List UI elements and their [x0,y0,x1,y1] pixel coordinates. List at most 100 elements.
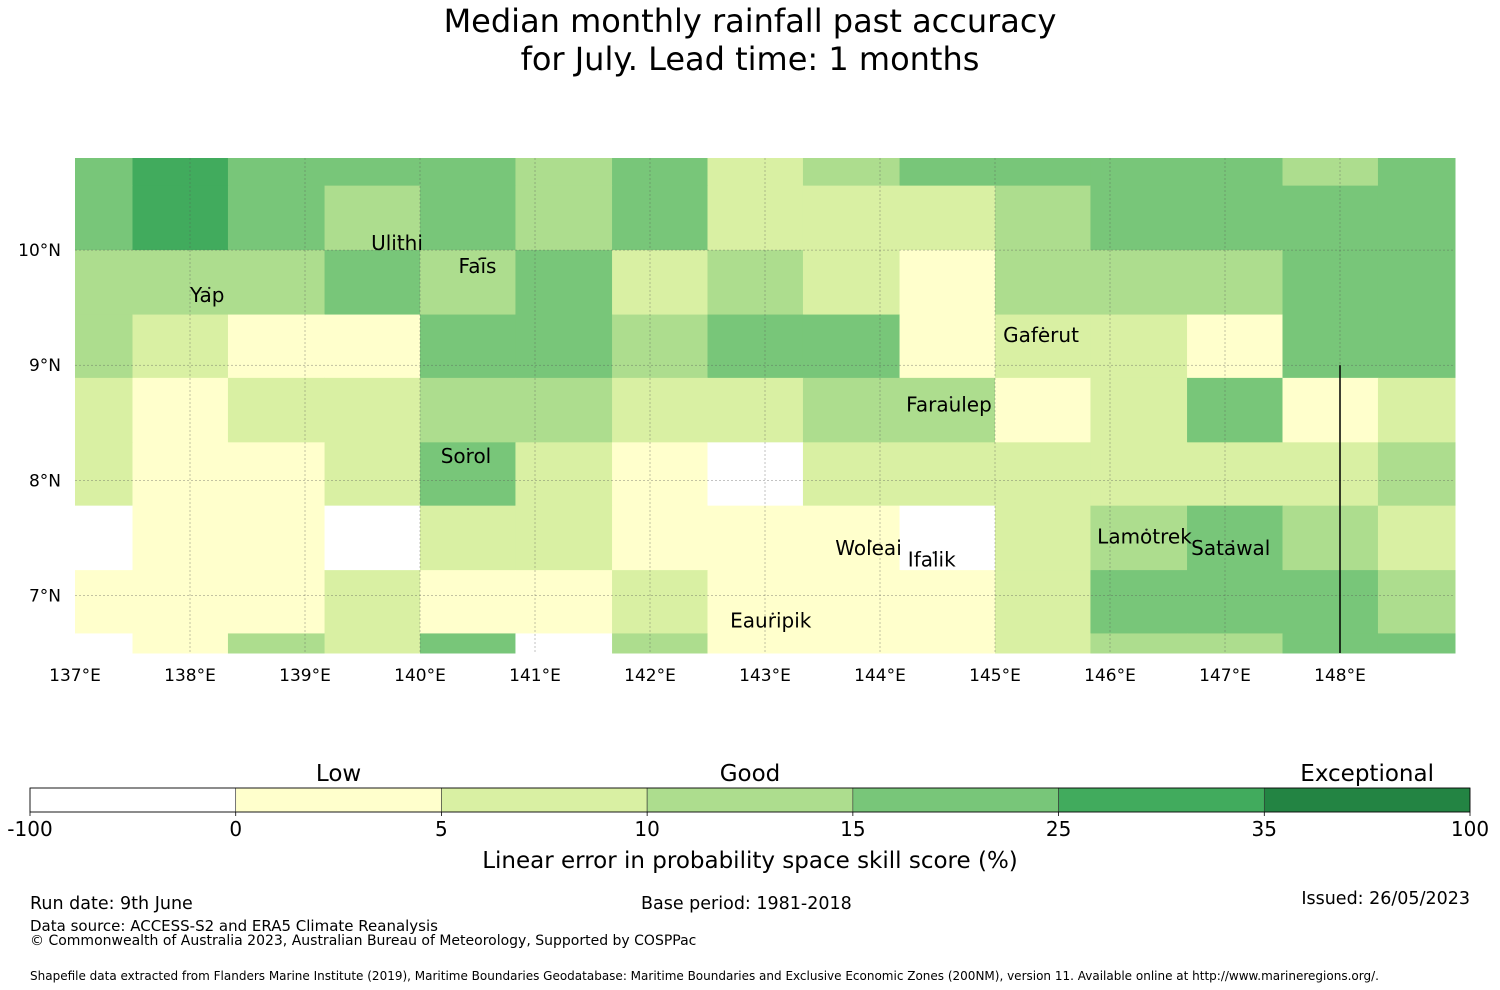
skill-cell [515,158,613,187]
skill-cell [1377,185,1456,251]
longitude-tick-label: 139°E [279,666,331,686]
skill-cell [899,250,996,316]
skill-cell [612,250,708,316]
island-marker [1041,326,1045,330]
island-marker [932,551,935,554]
skill-cell [1377,250,1456,316]
colorbar-tick-label: 25 [1046,817,1071,841]
skill-category-label: Good [720,761,781,787]
skill-cell [420,570,516,634]
skill-cell [802,250,901,316]
skill-cell [227,250,326,316]
skill-cell [899,158,996,187]
skill-cell [324,250,421,316]
colorbar-swatch [852,787,1059,813]
skill-cell [420,633,516,654]
skill-cell [132,505,229,571]
colorbar-frame [29,787,1471,813]
skill-cell [420,377,516,443]
skill-cell [1187,570,1283,634]
skill-cell [1090,250,1188,316]
skill-cell [1187,185,1283,251]
skill-cell [227,185,326,251]
skill-cell [1282,250,1379,316]
longitude-tick-label: 144°E [854,666,906,686]
colorbar-axis-label: Linear error in probability space skill … [482,848,1018,874]
skill-cell [707,633,804,654]
skill-cell [707,250,804,316]
longitude-tick-label: 141°E [509,666,561,686]
skill-cell [227,314,326,379]
skill-cell [515,442,613,507]
skill-cell [324,570,421,634]
longitude-tick-label: 138°E [164,666,216,686]
skill-cell [802,442,901,507]
skill-cell [420,505,516,571]
colorbar-swatch [29,787,237,813]
skill-cell [324,505,421,571]
skill-cell [515,633,613,654]
latitude-tick-label: 8°N [29,471,61,491]
skill-cell [1377,570,1456,634]
island-label: Eauripik [730,609,812,633]
island-marker [949,396,953,399]
longitude-tick-label: 145°E [969,666,1021,686]
longitude-tick-label: 147°E [1199,666,1251,686]
skill-cell [612,185,708,251]
skill-cell [1090,185,1188,251]
colorbar-tick-label: 0 [229,817,242,841]
skill-cell [227,377,326,443]
skill-cell [802,505,901,571]
skill-cell [75,442,133,507]
skill-cell [899,633,996,654]
island-label: Faīs [459,254,497,278]
island-marker [1231,539,1234,543]
skill-cell [420,158,516,187]
skill-cell [995,185,1091,251]
skill-cell [1090,505,1188,571]
island-marker [466,447,470,451]
skill-cell [324,158,421,187]
island-label: Woleai [835,536,902,560]
skill-cell [324,377,421,443]
skill-cell [75,505,133,571]
skill-cell [899,442,996,507]
skill-cell [420,314,516,379]
skill-cell [995,377,1091,443]
skill-cell [75,250,133,316]
skill-cell [707,377,804,443]
island-marker [771,612,774,615]
issued-date: Issued: 26/05/2023 [1301,889,1470,909]
skill-cell [515,570,613,634]
copyright-notice: © Commonwealth of Australia 2023, Austra… [30,933,697,949]
skill-cell [75,314,133,379]
colorbar-swatch [235,787,442,813]
skill-cell [1282,633,1379,654]
skill-cell [1282,377,1379,443]
skill-cell [995,505,1091,571]
skill-cell [612,314,708,379]
skill-cell [995,158,1091,187]
colorbar-swatch [646,787,854,813]
skill-cell [132,185,229,251]
skill-cell [707,505,804,571]
island-label: Lamotrek [1097,525,1192,549]
skill-cell [612,377,708,443]
island-marker [397,234,401,238]
longitude-tick-label: 140°E [394,666,446,686]
map-title-line-2: for July. Lead time: 1 months [520,40,980,78]
colorbar-tick-label: 100 [1451,817,1489,841]
skill-cell [1090,377,1188,443]
skill-cell [1187,158,1283,187]
skill-cell [1282,314,1379,379]
skill-cell [1282,158,1379,187]
skill-cell [227,158,326,187]
map-title-line-1: Median monthly rainfall past accuracy [443,2,1057,40]
longitude-tick-label: 146°E [1084,666,1136,686]
skill-cell [132,570,229,634]
skill-cell [1090,633,1188,654]
island-label: Ulithi [371,231,423,255]
skill-cell [1377,442,1456,507]
skill-cell [132,250,229,316]
longitude-tick-label: 148°E [1314,666,1366,686]
